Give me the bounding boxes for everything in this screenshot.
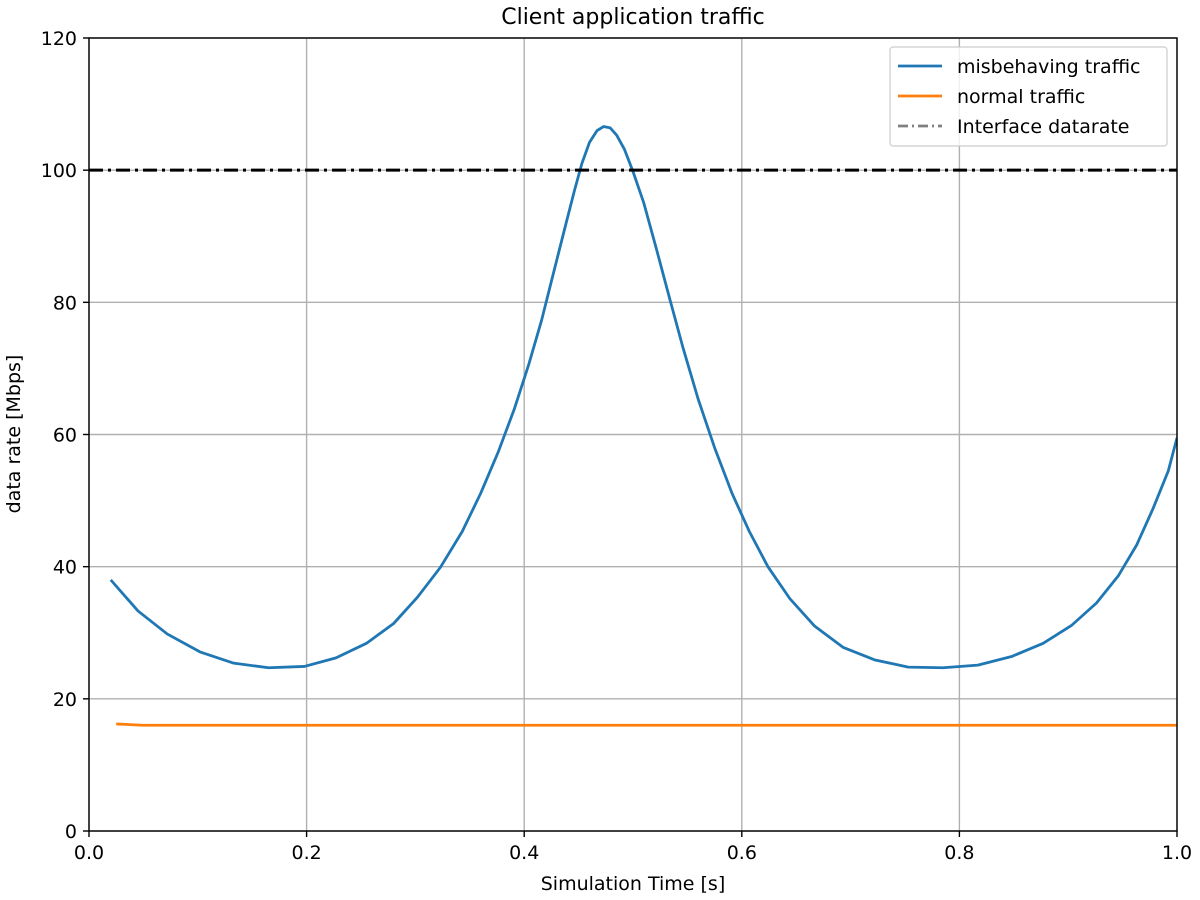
series-line-normal-traffic (116, 722, 1177, 727)
x-axis-label: Simulation Time [s] (541, 873, 726, 895)
legend-label-normal: normal traffic (957, 86, 1085, 108)
legend-label-misbehaving: misbehaving traffic (957, 56, 1141, 78)
chart-title: Client application traffic (501, 5, 765, 30)
axis-ticks: 0.0 0.2 0.4 0.6 0.8 1.0 0 20 40 60 80 100 120 (41, 28, 1192, 864)
y-tick-label: 20 (53, 689, 77, 711)
y-tick-label: 60 (53, 425, 77, 447)
legend-box (889, 46, 1168, 147)
x-tick-label: 0.4 (509, 842, 539, 864)
x-tick-label: 1.0 (1162, 842, 1192, 864)
legend-label-interface: Interface datarate (957, 116, 1130, 138)
series-line-misbehaving-traffic (109, 125, 1177, 670)
plot-series (89, 125, 1177, 727)
y-tick-label: 80 (53, 292, 77, 314)
x-tick-label: 0.0 (74, 842, 104, 864)
y-axis-label: data rate [Mbps] (3, 355, 25, 514)
x-tick-label: 0.2 (291, 842, 321, 864)
grid (88, 37, 1178, 832)
y-tick-label: 100 (41, 160, 77, 182)
legend: misbehaving traffic normal traffic Inter… (889, 46, 1168, 147)
x-tick-label: 0.8 (944, 842, 974, 864)
y-tick-label: 40 (53, 557, 77, 579)
y-tick-label: 120 (41, 28, 77, 50)
x-tick-label: 0.6 (727, 842, 757, 864)
y-tick-label: 0 (65, 821, 77, 843)
